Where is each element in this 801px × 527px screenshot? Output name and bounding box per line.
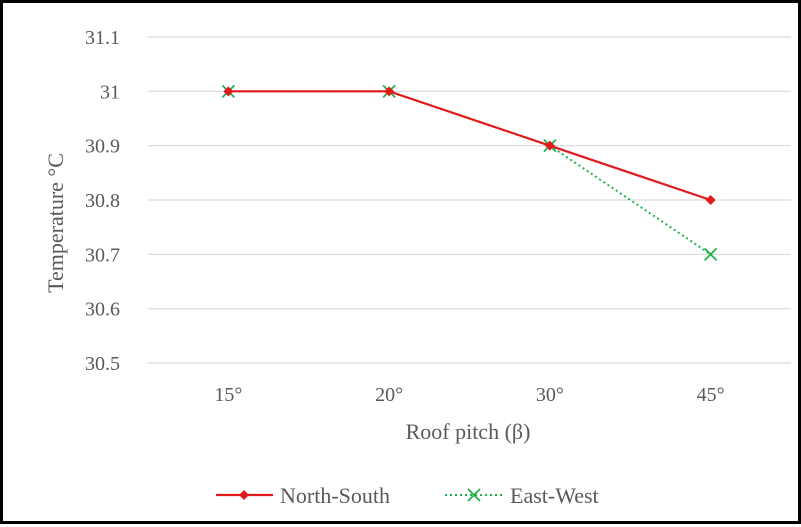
y-tick-labels: 30.5 30.6 30.7 30.8 30.9 31 31.1 [85,27,120,375]
legend-label-east-west: East-West [510,483,599,508]
series-line-east-west [228,90,712,256]
data-point-north-south [384,86,395,97]
gridlines [148,36,791,364]
x-tick-label: 15° [214,384,242,406]
y-tick-label: 30.9 [85,136,120,158]
data-point-north-south [705,195,716,205]
data-point-north-south [544,140,555,151]
y-axis-title: Temperature °C [43,153,68,293]
data-point-east-west [703,247,718,261]
y-tick-label: 31 [100,81,120,103]
x-tick-labels: 15° 20° 30° 45° [214,384,724,406]
y-tick-label: 31.1 [85,27,120,49]
y-tick-label: 30.6 [85,299,120,321]
y-tick-label: 30.8 [85,190,120,212]
series-group [221,84,718,261]
legend: North-South East-West [216,483,599,508]
x-tick-label: 45° [697,384,725,406]
data-point-north-south [223,86,234,97]
series-line-north-south [228,90,711,202]
y-tick-label: 30.7 [85,244,120,266]
y-tick-label: 30.5 [85,353,120,375]
x-tick-label: 30° [536,384,564,406]
x-tick-label: 20° [375,384,403,406]
legend-marker-north-south [239,490,249,500]
legend-label-north-south: North-South [280,483,390,508]
x-axis-title: Roof pitch (β) [406,419,531,444]
legend-marker-east-west [467,488,481,502]
